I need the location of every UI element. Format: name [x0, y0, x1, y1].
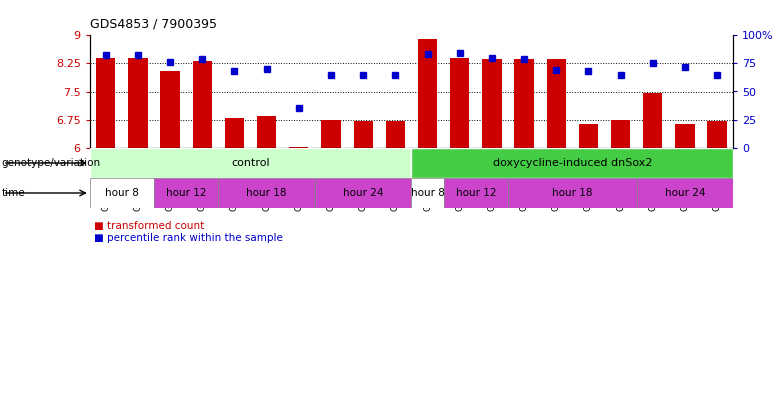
Bar	[707, 121, 727, 148]
Text: hour 18: hour 18	[552, 188, 593, 198]
Text: hour 12: hour 12	[456, 188, 496, 198]
Bar	[643, 94, 662, 148]
Text: hour 18: hour 18	[246, 188, 287, 198]
Text: hour 24: hour 24	[343, 188, 384, 198]
Bar	[418, 39, 437, 148]
Bar	[444, 178, 508, 208]
Bar	[225, 118, 244, 148]
Text: control: control	[231, 158, 270, 168]
Bar	[508, 178, 636, 208]
Bar	[257, 116, 276, 148]
Bar	[482, 59, 502, 148]
Text: hour 24: hour 24	[665, 188, 705, 198]
Bar	[289, 147, 308, 148]
Text: genotype/variation: genotype/variation	[2, 158, 101, 168]
Bar	[636, 178, 733, 208]
Bar	[90, 148, 412, 178]
Bar	[315, 178, 411, 208]
Bar	[450, 58, 470, 148]
Bar	[96, 58, 115, 148]
Bar	[128, 58, 147, 148]
Text: hour 12: hour 12	[166, 188, 207, 198]
Bar	[411, 178, 444, 208]
Bar	[579, 123, 598, 148]
Bar	[675, 123, 694, 148]
Text: hour 8: hour 8	[410, 188, 445, 198]
Text: hour 8: hour 8	[105, 188, 139, 198]
Text: time: time	[2, 188, 25, 198]
Text: ■ percentile rank within the sample: ■ percentile rank within the sample	[94, 233, 282, 243]
Bar	[611, 120, 630, 148]
Bar	[321, 120, 341, 148]
Text: doxycycline-induced dnSox2: doxycycline-induced dnSox2	[493, 158, 652, 168]
Bar	[411, 148, 733, 178]
Bar	[154, 178, 218, 208]
Bar	[385, 121, 405, 148]
Bar	[514, 59, 534, 148]
Bar	[218, 178, 315, 208]
Text: ■ transformed count: ■ transformed count	[94, 221, 204, 231]
Bar	[547, 59, 566, 148]
Bar	[90, 178, 154, 208]
Bar	[161, 71, 179, 148]
Bar	[353, 121, 373, 148]
Bar	[193, 61, 212, 148]
Text: GDS4853 / 7900395: GDS4853 / 7900395	[90, 17, 217, 30]
